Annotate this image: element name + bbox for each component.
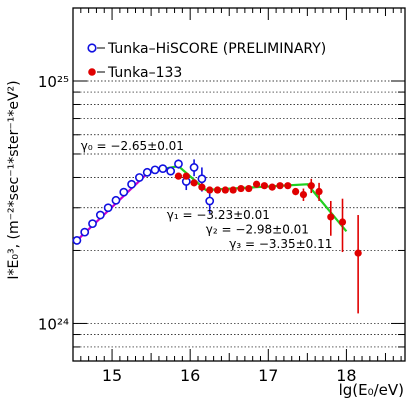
data-point [72,236,82,245]
data-point [299,190,308,199]
data-point [95,210,105,220]
data-point [284,182,292,190]
data-point [150,165,160,175]
data-point [276,182,284,190]
data-point [354,249,362,257]
legend-label-tunka133: Tunka–133 [107,65,182,81]
x-axis-label: lg(E₀/eV) [339,381,404,399]
series-hiscore [72,159,215,245]
data-point [134,173,144,182]
legend-marker-tunka133 [88,68,96,76]
y-tick-label: 10²⁴ [38,315,69,333]
data-point [213,186,222,194]
data-point [190,179,198,187]
data-point [198,183,206,191]
gamma-annotation: γ₁ = −3.23±0.01 [167,208,270,222]
data-point [268,183,276,191]
axis-ticks [72,7,405,362]
data-point [260,182,268,190]
y-axis-label: I*E₀³, (m⁻²*sec⁻¹*ster⁻¹*eV²) [6,80,22,279]
data-point [315,187,323,196]
data-point [292,187,300,196]
data-point [103,203,113,213]
data-point [338,218,347,226]
gamma-annotation: γ₂ = −2.98±0.01 [206,222,309,236]
x-tick-labels: 15 16 17 18 [102,366,357,385]
gamma-annotation: γ₃ = −3.35±0.11 [229,237,332,251]
data-point [245,184,253,193]
data-point [88,219,97,229]
data-point [197,174,207,184]
data-point [206,186,214,194]
data-point [205,196,215,206]
gamma-annotation: γ₀ = −2.65±0.01 [81,139,184,153]
data-point [252,180,261,188]
data-point [221,186,229,194]
data-point [229,186,237,194]
y-tick-label: 10²⁵ [38,73,69,91]
data-point [158,164,168,174]
legend: Tunka–HiSCORE (PRELIMINARY) Tunka–133 [87,41,326,81]
data-point [142,167,152,177]
data-point [166,166,176,176]
y-tick-labels: 10²⁴ 10²⁵ [38,73,69,333]
data-series [72,159,362,314]
x-tick-label: 16 [180,366,200,385]
data-point [189,163,199,172]
legend-label-hiscore: Tunka–HiSCORE (PRELIMINARY) [107,41,326,57]
data-point [327,213,335,221]
x-tick-label: 18 [336,366,356,385]
x-tick-label: 15 [102,366,122,385]
data-point [174,159,183,169]
data-point [111,195,121,205]
x-tick-label: 17 [258,366,278,385]
data-point [127,179,136,189]
data-point [237,184,245,193]
data-point [307,182,315,190]
plot-frame [72,7,406,362]
data-point [119,187,129,197]
data-point [80,227,90,237]
series-tunka133 [174,172,362,314]
data-point [174,172,183,180]
data-point [182,172,190,180]
legend-marker-hiscore [87,43,97,53]
